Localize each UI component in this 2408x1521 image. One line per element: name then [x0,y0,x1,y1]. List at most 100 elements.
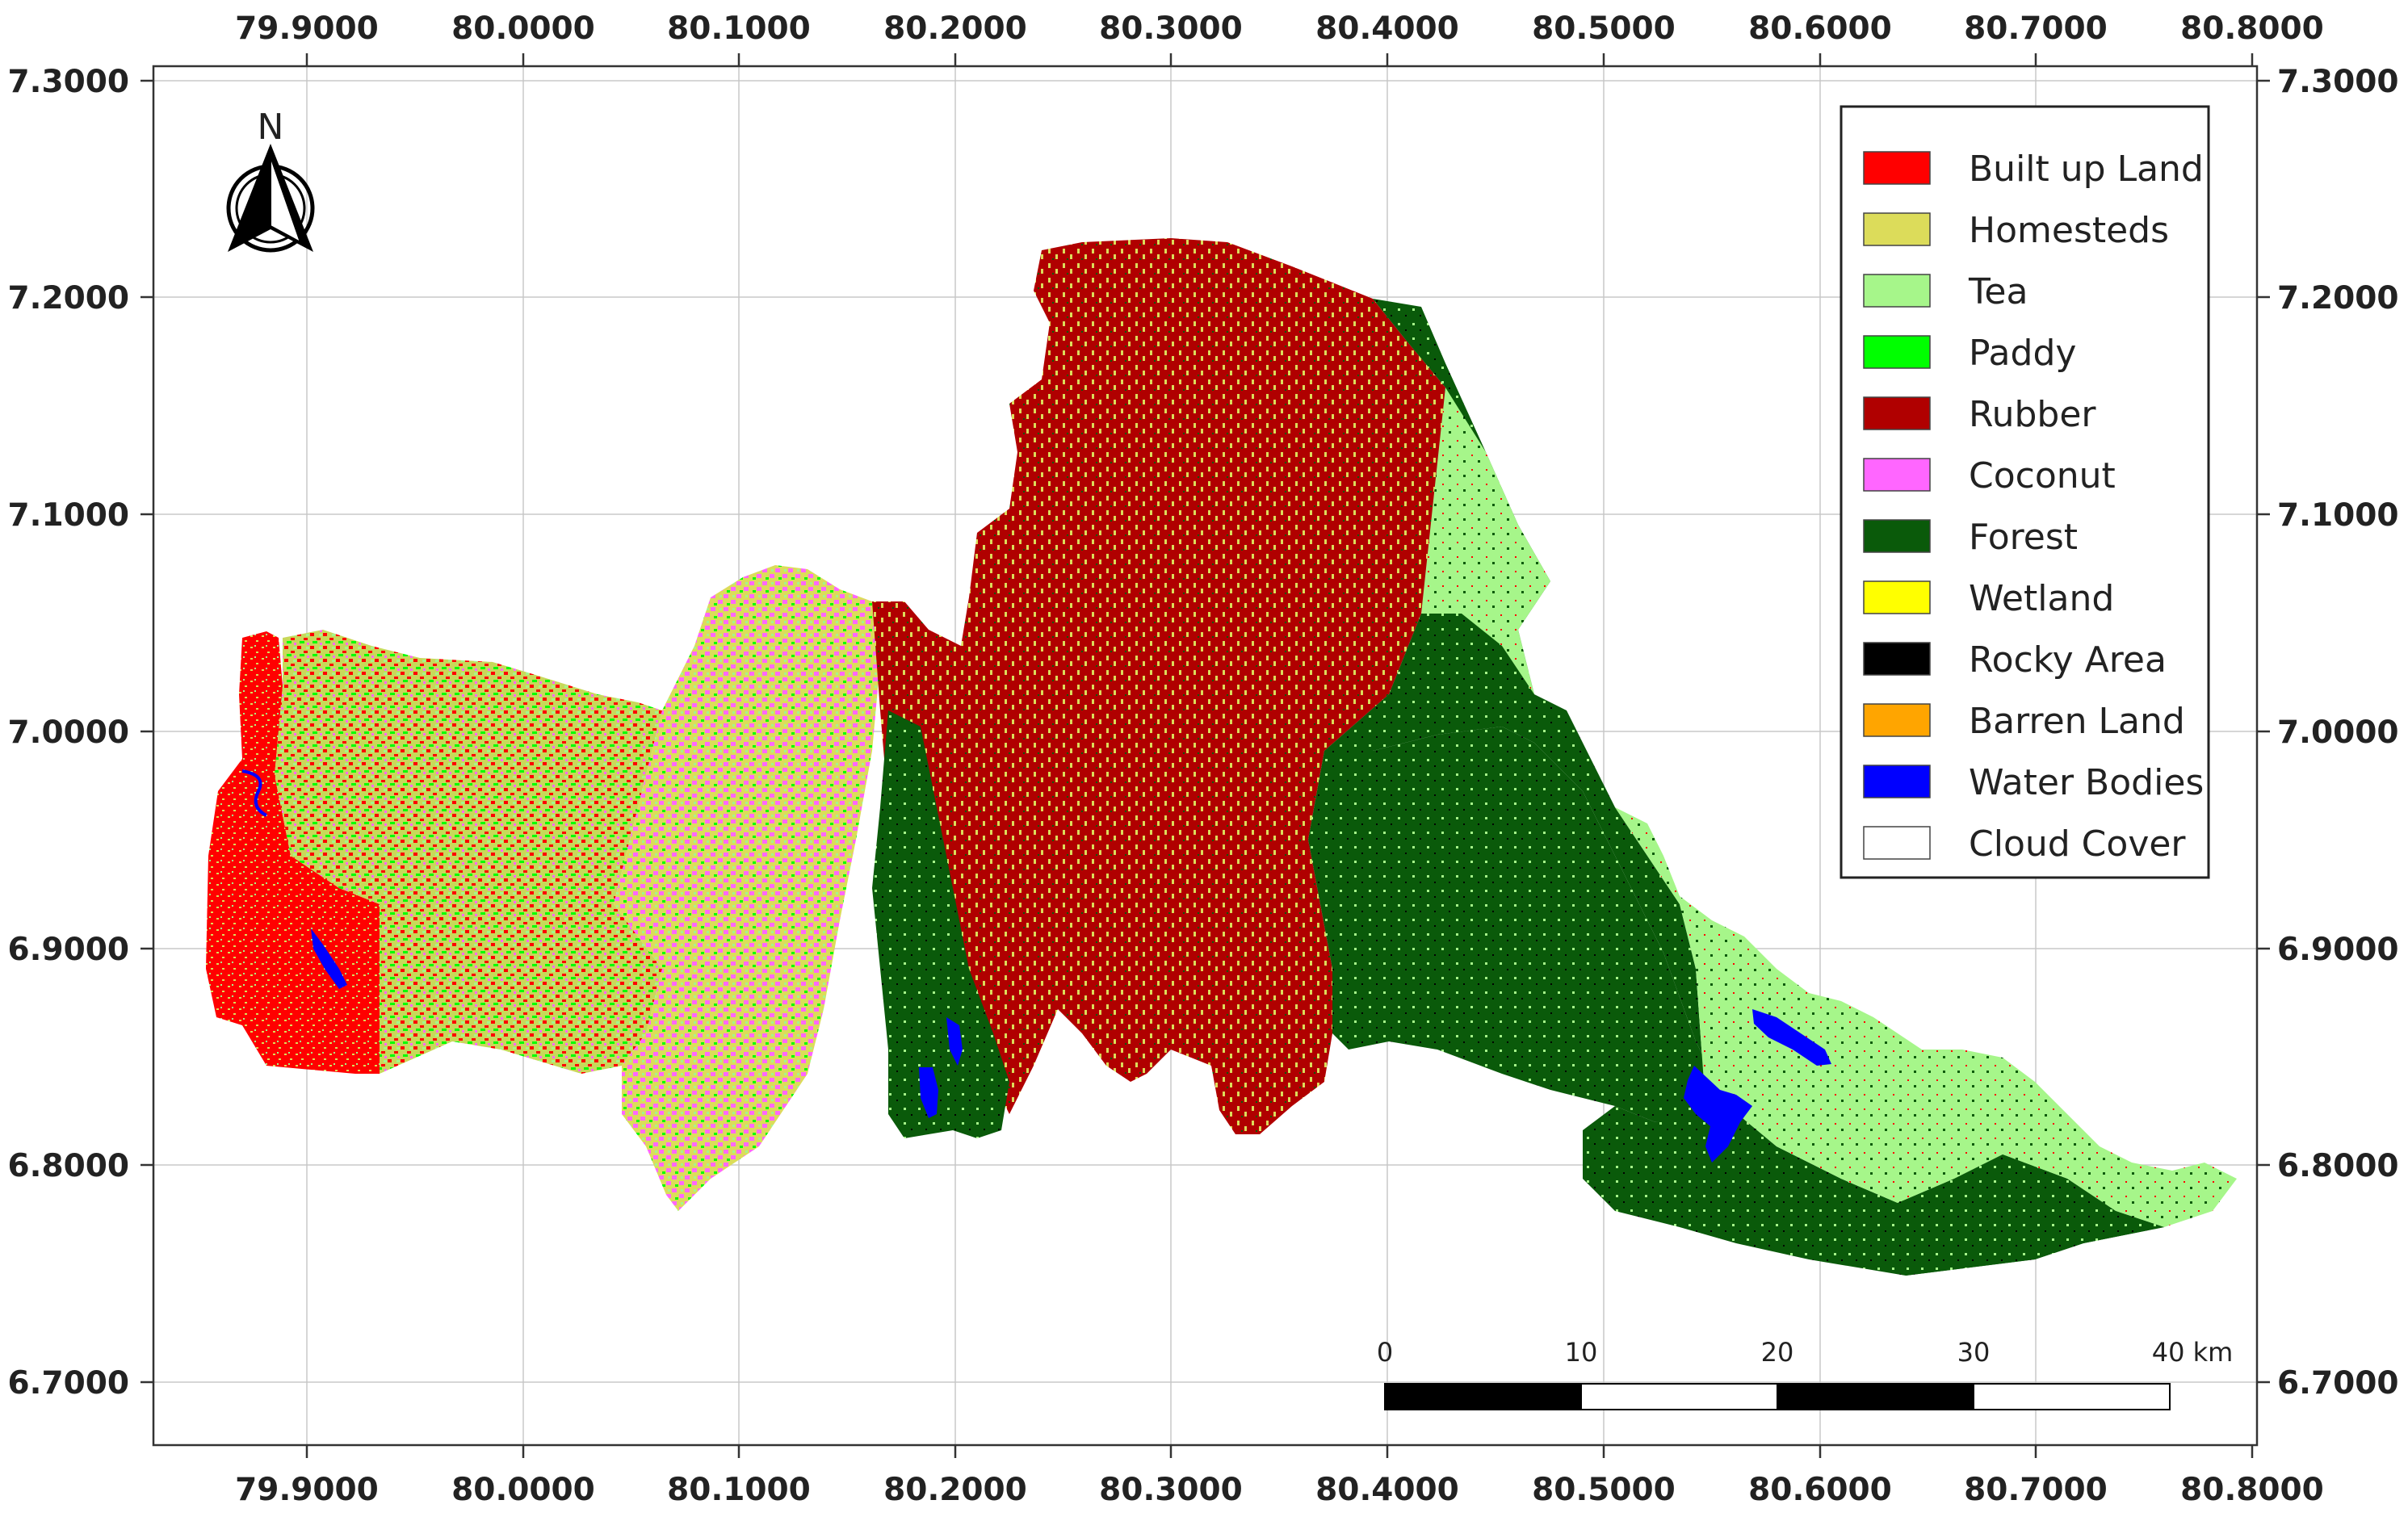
legend-item: Paddy [1863,333,2076,374]
north-label: N [258,107,284,148]
y-tick-label: 6.8000 [2277,1148,2399,1184]
legend-swatch [1863,458,1931,492]
legend-item: Rocky Area [1863,639,2167,681]
zone-rubber [872,238,1445,1134]
legend-item: Rubber [1863,394,2096,435]
legend-label: Barren Land [1969,701,2185,742]
legend-label: Rubber [1969,394,2096,435]
x-tick-label: 80.7000 [1964,1472,2108,1508]
scale-label: 40 km [2152,1337,2234,1368]
legend-item: Barren Land [1863,701,2185,742]
water-body-2 [1752,1009,1831,1066]
x-tick-label: 80.0000 [451,10,595,47]
legend-label: Paddy [1969,333,2076,374]
x-tick-label: 80.1000 [667,1472,811,1508]
zone-mixed-homesteads [275,630,662,1074]
x-tick-label: 80.5000 [1532,1472,1676,1508]
scale-label: 20 [1761,1337,1794,1368]
legend-swatch [1863,274,1931,308]
legend-item: Wetland [1863,578,2114,619]
x-tick-labels-top: 79.9000 80.0000 80.1000 80.2000 80.3000 … [235,10,2324,47]
legend-item: Tea [1863,271,2028,312]
legend-label: Water Bodies [1969,762,2204,803]
y-tick-label: 7.1000 [2277,497,2399,534]
legend-swatch [1863,826,1931,860]
legend-swatch [1863,335,1931,369]
x-tick-label: 80.4000 [1315,1472,1459,1508]
x-tick-label: 80.3000 [1099,1472,1243,1508]
legend-label: Coconut [1969,455,2116,497]
y-tick-label: 7.1000 [8,497,130,534]
x-tick-label: 80.2000 [883,10,1027,47]
zone-forest-south [1890,1154,2164,1276]
legend-item: Built up Land [1863,149,2204,190]
y-tick-label: 6.7000 [8,1365,130,1402]
scale-label: 10 [1565,1337,1598,1368]
x-tick-label: 80.2000 [883,1472,1027,1508]
zone-coconut [614,565,880,1211]
legend-label: Cloud Cover [1969,823,2186,865]
x-tick-label: 80.6000 [1748,1472,1892,1508]
scale-bar: 0 10 20 30 40 km [1377,1337,2233,1410]
river-1 [241,769,267,817]
legend-item: Homesteds [1863,210,2169,251]
x-tick-label: 79.9000 [235,10,379,47]
legend-swatch [1863,703,1931,737]
legend-swatch [1863,519,1931,553]
legend-item: Water Bodies [1863,762,2204,803]
legend-item: Cloud Cover [1863,823,2186,865]
legend-item: Forest [1863,517,2078,558]
y-tick-label: 7.2000 [2277,280,2399,316]
water-bodies [241,769,1831,1163]
legend-swatch [1863,396,1931,430]
tick-marks [141,53,2270,1458]
zone-forest-west [872,710,1009,1138]
x-tick-label: 80.8000 [2180,1472,2324,1508]
x-tick-label: 80.3000 [1099,10,1243,47]
x-tick-label: 80.7000 [1964,10,2108,47]
legend-swatch [1863,212,1931,246]
y-tick-label: 6.7000 [2277,1365,2399,1402]
x-tick-label: 80.1000 [667,10,811,47]
x-tick-label: 80.0000 [451,1472,595,1508]
water-body-3 [919,1067,938,1118]
y-tick-label: 7.3000 [2277,64,2399,100]
x-tick-label: 79.9000 [235,1472,379,1508]
y-tick-label: 7.0000 [8,714,130,751]
water-body-4 [946,1017,963,1066]
y-tick-label: 6.9000 [8,932,130,968]
legend-label: Wetland [1969,578,2114,619]
water-body-1 [1684,1066,1752,1163]
zone-built-up [206,631,380,1074]
y-tick-label: 6.9000 [2277,932,2399,968]
zone-forest-middle [1308,727,1728,1122]
y-tick-label: 6.8000 [8,1148,130,1184]
y-tick-label: 7.3000 [8,64,130,100]
legend-label: Homesteds [1969,210,2169,251]
legend-swatch [1863,151,1931,185]
legend-swatch [1863,642,1931,676]
y-tick-label: 7.2000 [8,280,130,316]
x-tick-label: 80.5000 [1532,10,1676,47]
x-tick-label: 80.4000 [1315,10,1459,47]
legend-label: Built up Land [1969,149,2204,190]
water-body-5 [311,928,347,989]
y-tick-labels-right: 7.3000 7.2000 7.1000 7.0000 6.9000 6.800… [2277,64,2399,1402]
x-tick-label: 80.8000 [2180,10,2324,47]
scale-label: 0 [1377,1337,1393,1368]
y-tick-labels-left: 7.3000 7.2000 7.1000 7.0000 6.9000 6.800… [8,64,130,1402]
x-tick-labels-bottom: 79.9000 80.0000 80.1000 80.2000 80.3000 … [235,1472,2324,1508]
y-tick-label: 7.0000 [2277,714,2399,751]
scale-label: 30 [1957,1337,1991,1368]
legend-label: Forest [1969,517,2078,558]
x-tick-label: 80.6000 [1748,10,1892,47]
legend-item: Coconut [1863,455,2116,497]
legend-swatch [1863,580,1931,614]
north-arrow-icon: N [226,107,315,253]
legend-swatch [1863,765,1931,798]
legend-label: Rocky Area [1969,639,2167,681]
map-frame [152,65,2259,1447]
legend-label: Tea [1968,271,2028,312]
legend: Built up Land Homesteds Tea Paddy Rubber… [1840,105,2210,879]
